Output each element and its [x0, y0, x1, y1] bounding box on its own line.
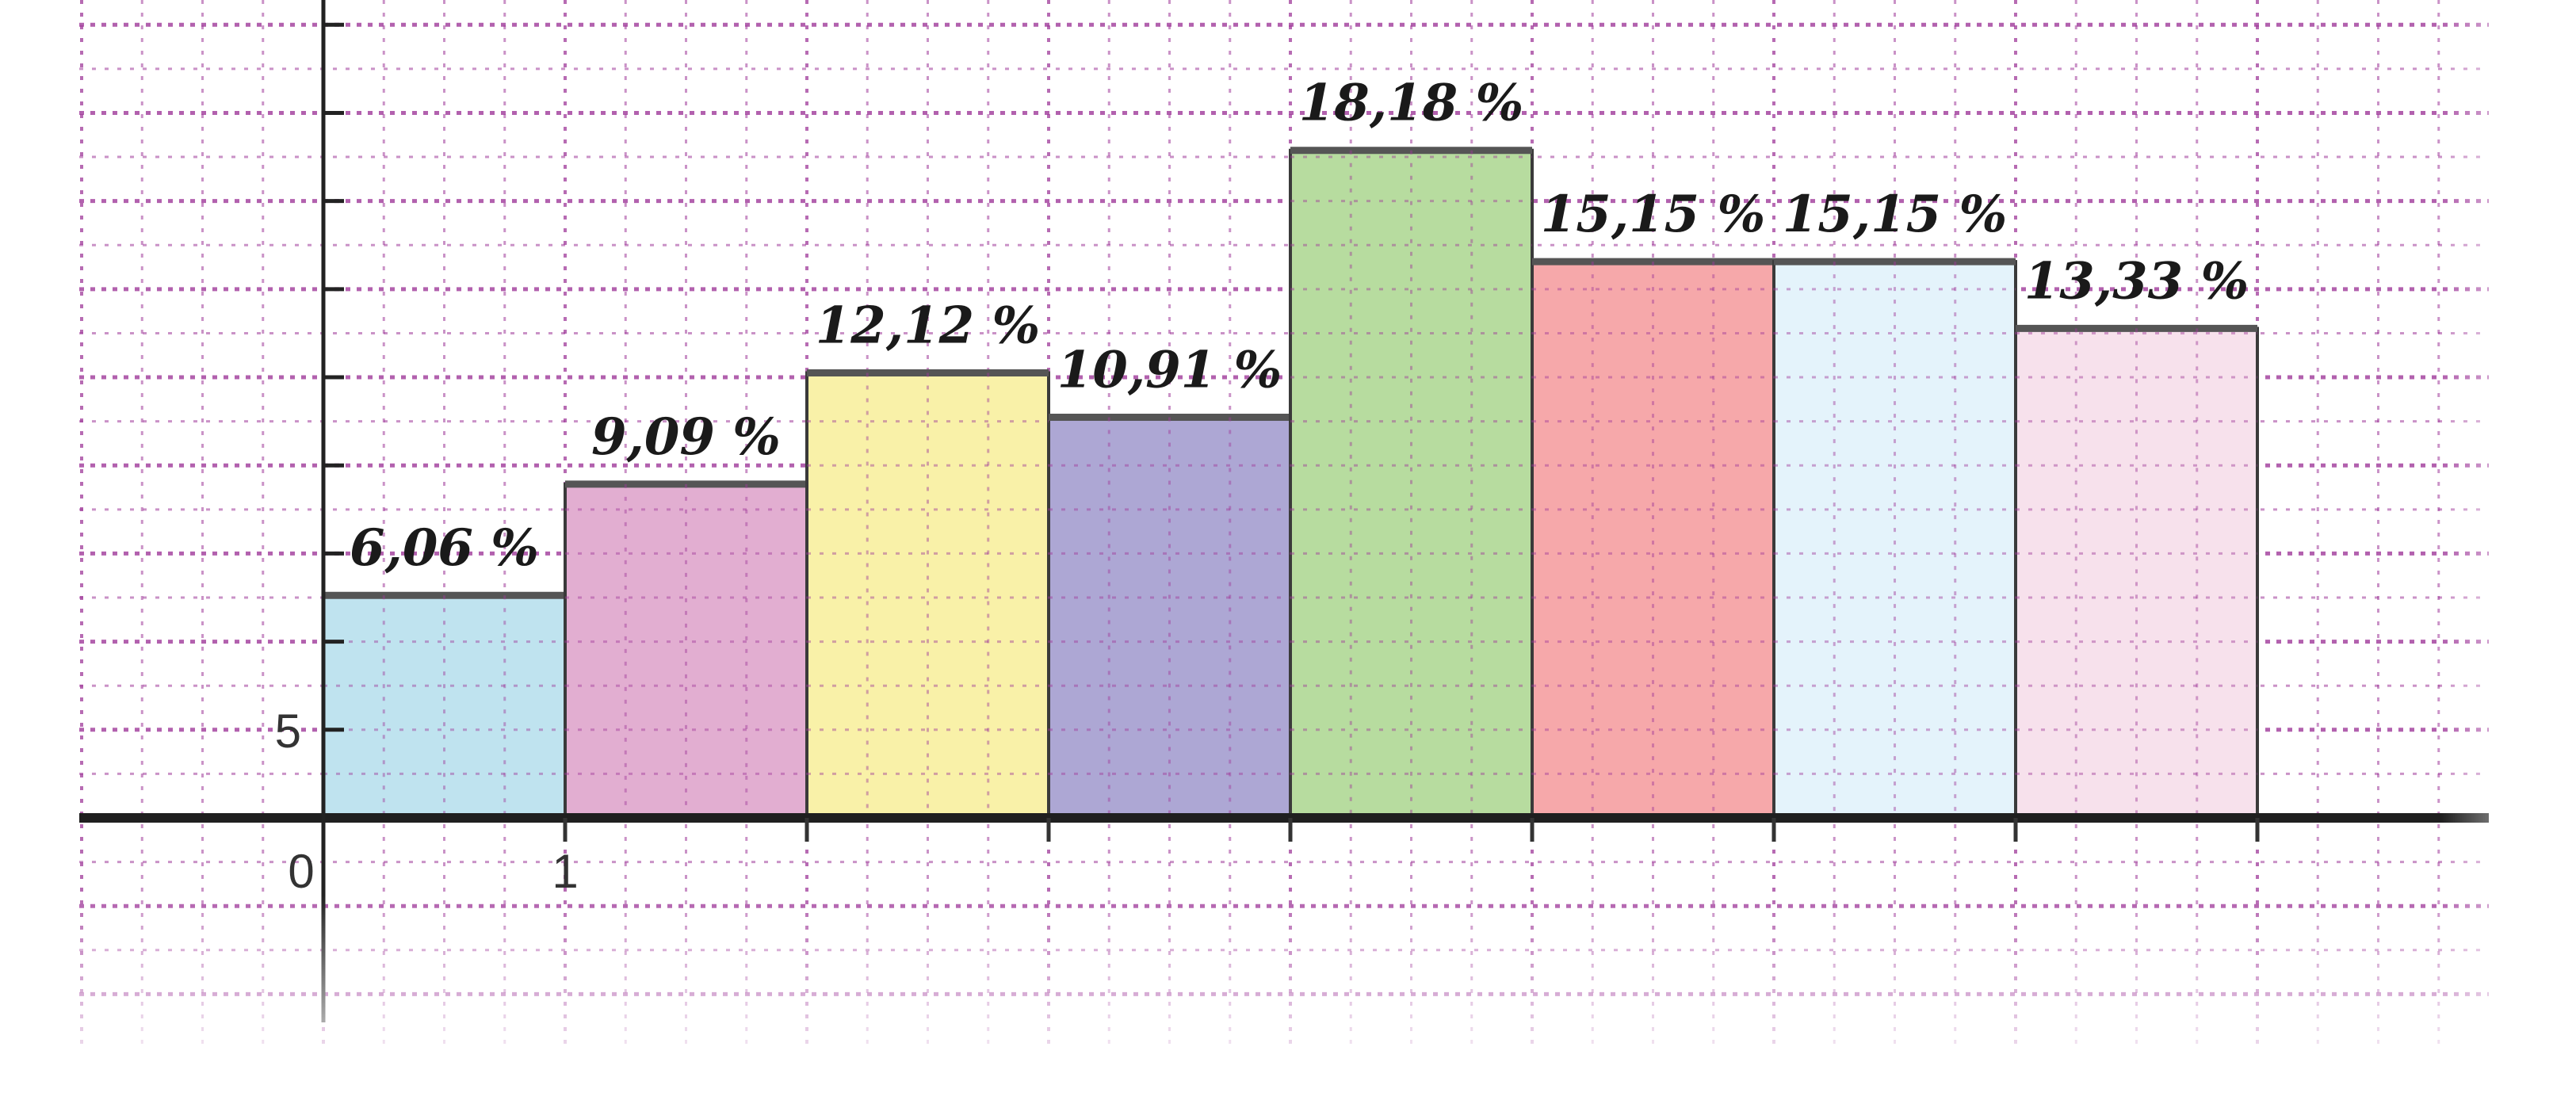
bar-data-label: 6,06 %: [350, 518, 539, 578]
axes: [79, 0, 2489, 1022]
bar-data-label: 15,15 %: [1783, 185, 2008, 244]
x-tick-label: 0: [288, 845, 314, 898]
y-tick-label: 5: [275, 705, 301, 758]
bar-data-label: 10,91 %: [1057, 341, 1282, 400]
bar-data-label: 15,15 %: [1541, 185, 1766, 244]
histogram-bar: [805, 371, 1050, 819]
histogram-bar: [1289, 148, 1534, 820]
histogram-bar: [322, 594, 567, 819]
bars: [322, 147, 2259, 820]
data-labels: 6,06 % 9,09 % 12,12 % 10,91 % 18,18 % 15,15 %…: [350, 74, 2249, 579]
bar-data-label: 13,33 %: [2024, 251, 2249, 311]
x-tick-label: 1: [552, 845, 578, 898]
histogram-bar: [1772, 260, 2017, 819]
bar-data-label: 18,18 %: [1299, 74, 1524, 133]
histogram-bar: [1047, 415, 1292, 819]
right-fade: [2441, 0, 2576, 1100]
bottom-fade: [0, 896, 2576, 1100]
bar-data-label: 9,09 %: [591, 407, 781, 467]
histogram-bar: [2014, 327, 2259, 820]
tick-labels: 0 1 5: [275, 705, 579, 898]
bar-data-label: 12,12 %: [816, 296, 1041, 355]
